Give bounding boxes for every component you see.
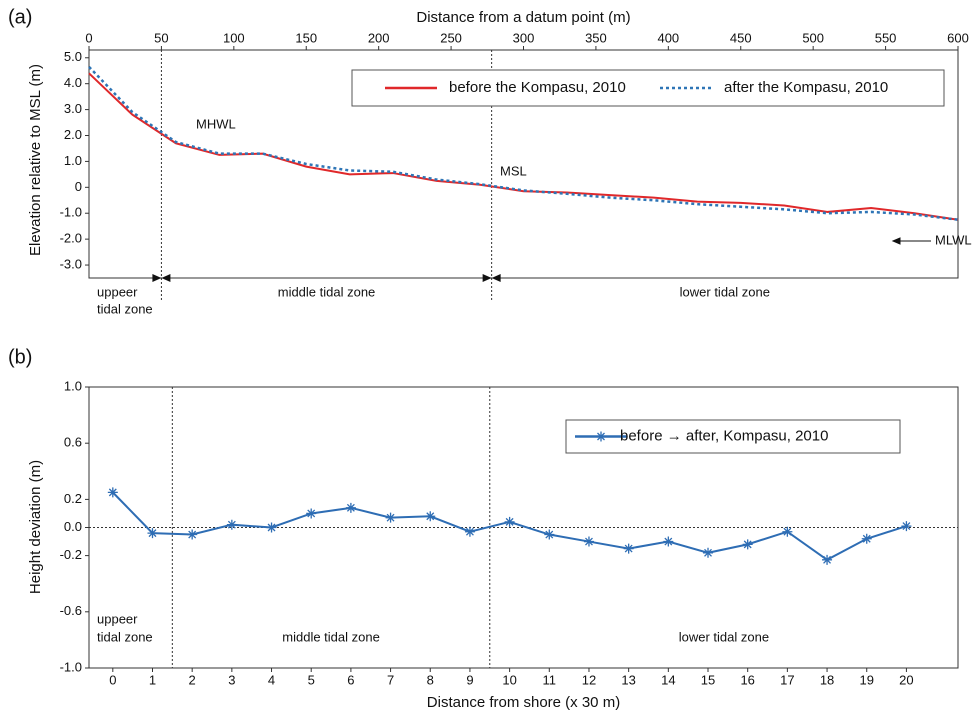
y-axis-label: Elevation relative to MSL (m) xyxy=(27,64,44,256)
x-tick-label: 1 xyxy=(149,672,156,687)
x-tick-label: 500 xyxy=(802,30,824,45)
annotation: MSL xyxy=(500,163,527,178)
y-tick-label: -0.2 xyxy=(60,547,82,562)
x-tick-label: 200 xyxy=(368,30,390,45)
x-tick-label: 9 xyxy=(466,672,473,687)
x-tick-label: 11 xyxy=(543,672,557,687)
y-tick-label: -1.0 xyxy=(60,659,82,674)
zone-label: uppeer xyxy=(97,611,138,626)
x-tick-label: 5 xyxy=(308,672,315,687)
zone-label: uppeer xyxy=(97,284,138,299)
legend-label: after the Kompasu, 2010 xyxy=(724,79,888,96)
x-tick-label: 20 xyxy=(899,672,913,687)
data-point xyxy=(147,528,158,539)
zone-label: middle tidal zone xyxy=(278,284,376,299)
x-tick-label: 2 xyxy=(189,672,196,687)
x-tick-label: 300 xyxy=(513,30,535,45)
y-axis-label: Height deviation (m) xyxy=(27,460,44,594)
x-tick-label: 3 xyxy=(228,672,235,687)
data-point xyxy=(464,526,475,537)
data-point xyxy=(107,487,118,498)
y-tick-label: 0.2 xyxy=(64,491,82,506)
mlwl-arrow xyxy=(891,237,931,245)
data-point xyxy=(504,516,515,527)
x-tick-label: 350 xyxy=(585,30,607,45)
data-point xyxy=(306,508,317,519)
y-tick-label: 4.0 xyxy=(64,75,82,90)
x-tick-label: 14 xyxy=(661,672,675,687)
x-tick-label: 400 xyxy=(657,30,679,45)
data-point xyxy=(782,526,793,537)
x-tick-label: 19 xyxy=(860,672,874,687)
zone-arrow xyxy=(152,274,171,282)
y-tick-label: 1.0 xyxy=(64,153,82,168)
y-tick-label: -2.0 xyxy=(60,231,82,246)
legend-marker xyxy=(596,431,606,442)
x-tick-label: 12 xyxy=(582,672,596,687)
x-axis-label: Distance from shore (x 30 m) xyxy=(427,694,620,711)
x-tick-label: 100 xyxy=(223,30,245,45)
panel-label: (b) xyxy=(8,346,32,368)
x-tick-label: 10 xyxy=(502,672,516,687)
y-tick-label: -1.0 xyxy=(60,205,82,220)
data-point xyxy=(663,536,674,547)
x-tick-label: 18 xyxy=(820,672,834,687)
zone-label: lower tidal zone xyxy=(680,284,770,299)
y-tick-label: 2.0 xyxy=(64,127,82,142)
x-axis-label: Distance from a datum point (m) xyxy=(416,9,630,26)
x-tick-label: 50 xyxy=(154,30,168,45)
x-tick-label: 7 xyxy=(387,672,394,687)
data-point xyxy=(385,512,396,523)
y-tick-label: 5.0 xyxy=(64,49,82,64)
annotation: MHWL xyxy=(196,116,236,131)
y-tick-label: -0.6 xyxy=(60,603,82,618)
x-tick-label: 450 xyxy=(730,30,752,45)
x-tick-label: 0 xyxy=(85,30,92,45)
x-tick-label: 550 xyxy=(875,30,897,45)
data-point xyxy=(822,554,833,565)
legend-box xyxy=(351,69,945,107)
zone-label: lower tidal zone xyxy=(679,629,769,644)
y-tick-label: 0.0 xyxy=(64,519,82,534)
zone-label: middle tidal zone xyxy=(282,629,380,644)
legend-label: before the Kompasu, 2010 xyxy=(449,79,626,96)
x-tick-label: 17 xyxy=(780,672,794,687)
x-tick-label: 16 xyxy=(740,672,754,687)
legend-label: before → after, Kompasu, 2010 xyxy=(620,427,828,444)
annotation: MLWL xyxy=(935,232,972,247)
zone-arrow xyxy=(482,274,501,282)
x-tick-label: 15 xyxy=(701,672,715,687)
y-tick-label: 0.6 xyxy=(64,435,82,450)
x-tick-label: 250 xyxy=(440,30,462,45)
x-tick-label: 6 xyxy=(347,672,354,687)
data-point xyxy=(861,533,872,544)
x-tick-label: 8 xyxy=(427,672,434,687)
data-point xyxy=(226,519,237,530)
data-point xyxy=(266,522,277,533)
data-point xyxy=(345,502,356,513)
panel-label: (a) xyxy=(8,6,32,28)
y-tick-label: 3.0 xyxy=(64,101,82,116)
x-tick-label: 4 xyxy=(268,672,275,687)
x-tick-label: 0 xyxy=(109,672,116,687)
y-tick-label: -3.0 xyxy=(60,256,82,271)
x-tick-label: 150 xyxy=(295,30,317,45)
x-tick-label: 13 xyxy=(621,672,635,687)
zone-label: tidal zone xyxy=(97,301,153,316)
data-point xyxy=(703,547,714,558)
y-tick-label: 0 xyxy=(75,179,82,194)
data-point xyxy=(901,521,912,532)
y-tick-label: 1.0 xyxy=(64,378,82,393)
data-point xyxy=(742,539,753,550)
data-point xyxy=(425,511,436,522)
zone-label: tidal zone xyxy=(97,629,153,644)
data-point xyxy=(187,529,198,540)
data-point xyxy=(623,543,634,554)
x-tick-label: 600 xyxy=(947,30,969,45)
series-line xyxy=(88,65,959,221)
data-point xyxy=(544,529,555,540)
data-point xyxy=(583,536,594,547)
